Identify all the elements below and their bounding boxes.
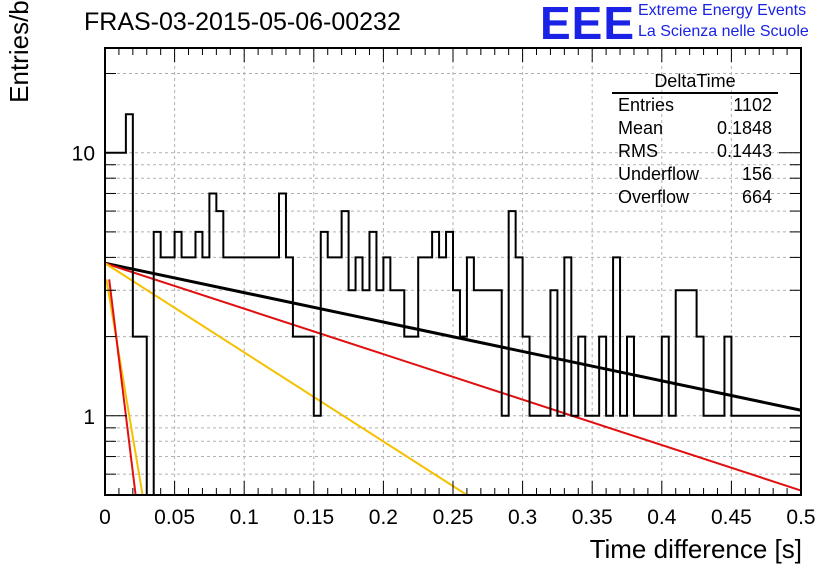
- x-tick-label: 0: [99, 506, 111, 529]
- eee-logo: EEE: [540, 0, 636, 49]
- stats-label: Mean: [618, 118, 664, 138]
- stats-label: Entries: [618, 95, 675, 115]
- stats-title: DeltaTime: [612, 70, 778, 94]
- fit-line-orange: [105, 279, 144, 496]
- stats-row: Overflow 664: [612, 186, 778, 209]
- stats-value: 0.1848: [716, 118, 772, 138]
- histogram-series: [104, 113, 801, 496]
- fit-line-red: [108, 279, 137, 496]
- stats-label: RMS: [618, 141, 658, 161]
- x-tick-label: 0.5: [786, 506, 815, 529]
- x-tick-label: 0.15: [293, 506, 334, 529]
- x-tick-label: 0.25: [433, 506, 474, 529]
- x-tick-label: 0.4: [647, 506, 677, 529]
- stats-label: Underflow: [618, 164, 700, 184]
- fit-line-orange: [104, 262, 468, 496]
- x-tick-label: 0.05: [154, 506, 195, 529]
- chart-title: FRAS-03-2015-05-06-00232: [84, 8, 401, 36]
- brand-name: Extreme Energy Events: [638, 2, 807, 19]
- stats-value: 0.1443: [716, 141, 772, 161]
- x-tick-label: 0.3: [508, 506, 537, 529]
- stats-value: 156: [741, 164, 772, 184]
- x-tick-label: 0.45: [711, 506, 752, 529]
- y-tick-label: 10: [72, 143, 95, 166]
- stats-row: Underflow 156: [612, 163, 778, 186]
- x-tick-label: 0.1: [230, 506, 259, 529]
- x-tick-label: 0.2: [369, 506, 398, 529]
- stats-value: 1102: [733, 95, 772, 115]
- axes: 0 0.05 0.1 0.15 0.2 0.25 0.3 0.35 0.4 0.45 0.5 1 10: [72, 48, 816, 529]
- fit-line-red: [104, 262, 802, 492]
- x-axis-label: Time difference [s]: [589, 534, 802, 564]
- stats-box: DeltaTime Entries 1102 Mean 0.1848 RMS 0.14…: [612, 70, 778, 209]
- x-tick-label: 0.35: [572, 506, 613, 529]
- fit-line-black: [104, 261, 802, 412]
- stats-row: Entries 1102: [612, 94, 778, 117]
- brand-tagline: La Scienza nelle Scuole: [638, 23, 809, 40]
- stats-row: RMS 0.1443: [612, 140, 778, 163]
- fit-curves: [104, 261, 802, 496]
- stats-value: 664: [741, 187, 772, 207]
- stats-label: Overflow: [618, 187, 690, 207]
- y-tick-label: 1: [83, 406, 95, 429]
- y-axis-label: Entries/bin: [4, 0, 34, 103]
- stats-row: Mean 0.1848: [612, 117, 778, 140]
